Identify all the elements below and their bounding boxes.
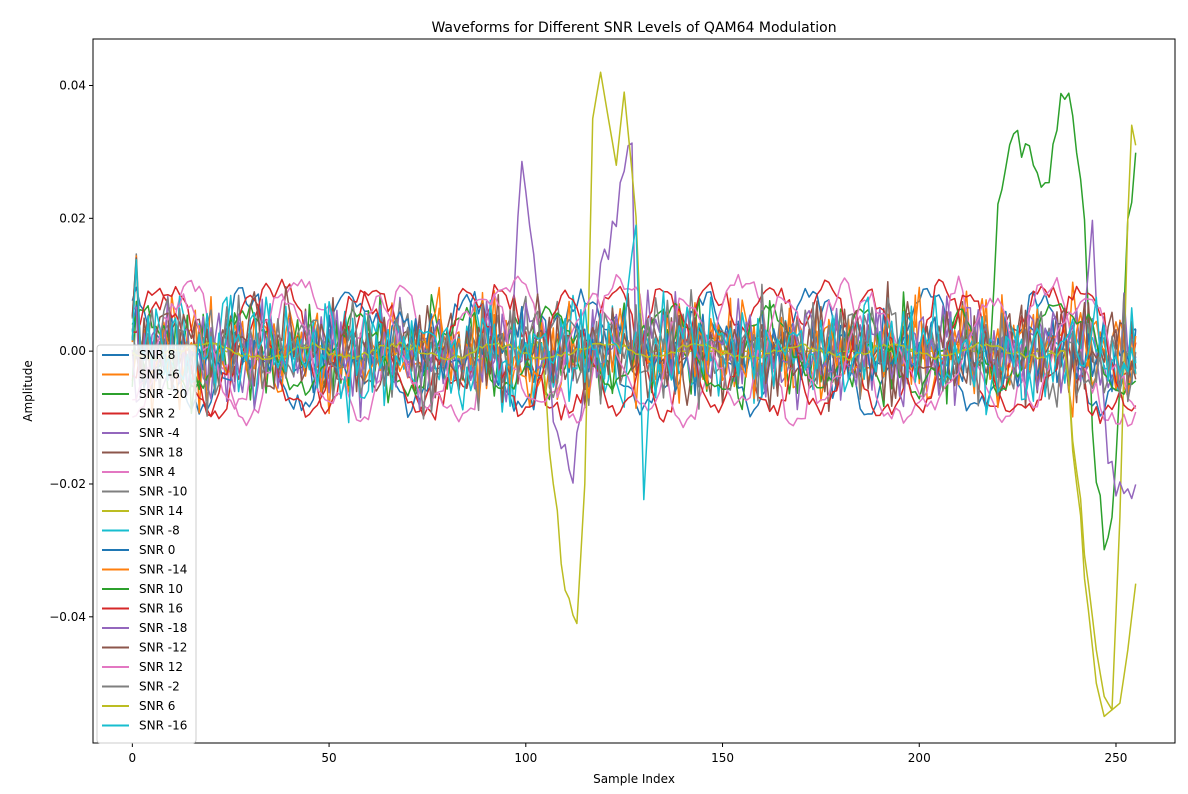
series-line-11	[131, 255, 1137, 418]
series-line-12	[131, 302, 1137, 400]
x-axis-label: Sample Index	[593, 772, 675, 786]
legend-label: SNR -10	[139, 485, 187, 499]
legend-box	[96, 344, 197, 744]
y-tick-label: 0.04	[59, 78, 86, 92]
x-tick-label: 0	[129, 751, 137, 765]
y-tick-label: 0.02	[59, 211, 86, 225]
legend-label: SNR 2	[139, 407, 175, 421]
y-axis-label: Amplitude	[21, 360, 35, 422]
x-tick-label: 50	[321, 751, 336, 765]
plot-frame	[92, 38, 1176, 744]
legend-label: SNR 4	[139, 465, 175, 479]
x-tick-label: 200	[908, 751, 931, 765]
legend-label: SNR -18	[139, 621, 187, 635]
series-line-19	[131, 224, 1137, 501]
legend-label: SNR 6	[139, 699, 175, 713]
chart-title: Waveforms for Different SNR Levels of QA…	[431, 20, 836, 36]
series-line-15	[131, 257, 1137, 408]
legend-label: SNR 16	[139, 602, 183, 616]
x-tick-label: 100	[514, 751, 537, 765]
legend-label: SNR 8	[139, 348, 175, 362]
legend-label: SNR 18	[139, 446, 183, 460]
x-tick-label: 250	[1105, 751, 1128, 765]
x-tick-label: 150	[711, 751, 734, 765]
legend-label: SNR -6	[139, 368, 180, 382]
legend-label: SNR 10	[139, 582, 183, 596]
x-axis-ticks: 0 50 100 150 200 250	[129, 743, 1128, 765]
legend-label: SNR -16	[139, 719, 187, 733]
legend-label: SNR -12	[139, 641, 187, 655]
legend-label: SNR -20	[139, 387, 187, 401]
y-tick-label: −0.04	[49, 610, 86, 624]
y-tick-label: 0.00	[59, 344, 86, 358]
legend-label: SNR 14	[139, 504, 183, 518]
series-line-0	[131, 286, 1137, 419]
legend: SNR 8 SNR -6 SNR -20 SNR 2 SNR -4 SNR 18 SNR 4…	[96, 344, 197, 744]
legend-label: SNR -4	[139, 426, 180, 440]
legend-label: SNR -14	[139, 563, 187, 577]
y-axis-ticks: −0.04 −0.02 0.00 0.02 0.04	[49, 78, 93, 624]
y-tick-label: −0.02	[49, 477, 86, 491]
legend-label: SNR 12	[139, 660, 183, 674]
legend-label: SNR -2	[139, 680, 180, 694]
legend-label: SNR -8	[139, 524, 180, 538]
series-layer	[131, 71, 1137, 718]
series-line-13	[132, 285, 1137, 418]
legend-label: SNR 0	[139, 543, 175, 557]
